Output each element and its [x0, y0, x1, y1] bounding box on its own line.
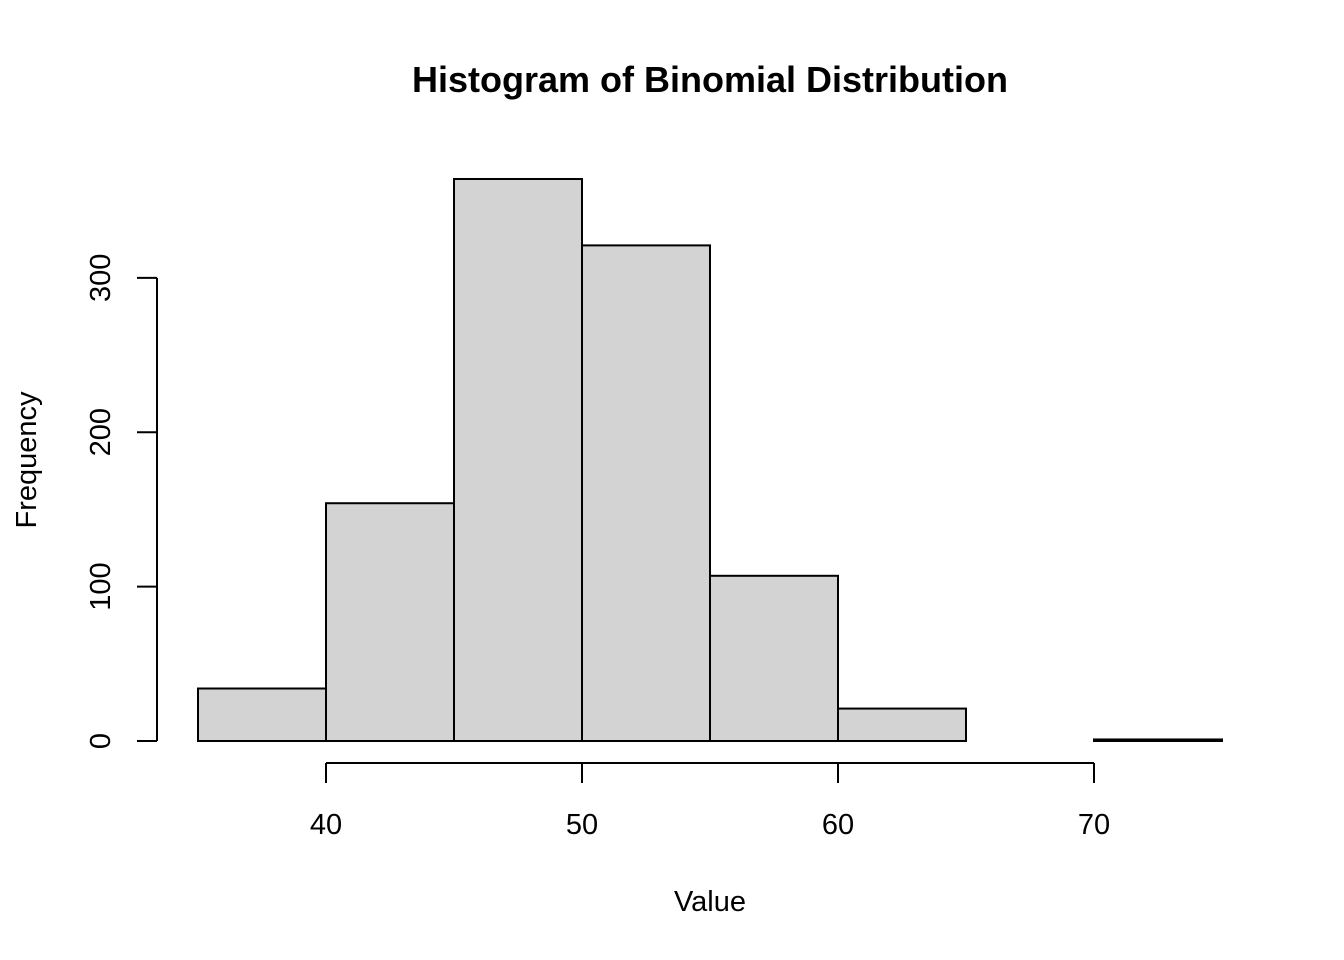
histogram-bar: [837, 707, 967, 742]
x-tick-label: 40: [310, 809, 342, 841]
histogram-bar: [325, 502, 455, 742]
histogram-bar: [581, 244, 711, 742]
y-tick-label: 0: [85, 733, 117, 749]
histogram-bar: [1093, 738, 1223, 743]
chart-title: Histogram of Binomial Distribution: [412, 59, 1008, 100]
y-axis: 0 100 200 300: [85, 254, 158, 749]
y-axis-label: Frequency: [11, 391, 43, 529]
bars-group: [197, 178, 1223, 743]
y-tick-label: 200: [85, 408, 117, 456]
histogram-bar: [709, 574, 839, 742]
x-axis-label: Value: [674, 886, 746, 918]
histogram-bar: [197, 687, 327, 742]
y-tick-label: 100: [85, 562, 117, 610]
x-tick-label: 50: [566, 809, 598, 841]
x-tick-label: 60: [822, 809, 854, 841]
x-axis: 40 50 60 70: [310, 762, 1110, 841]
y-tick-label: 300: [85, 254, 117, 302]
x-tick-label: 70: [1078, 809, 1110, 841]
histogram-bar: [453, 178, 583, 742]
